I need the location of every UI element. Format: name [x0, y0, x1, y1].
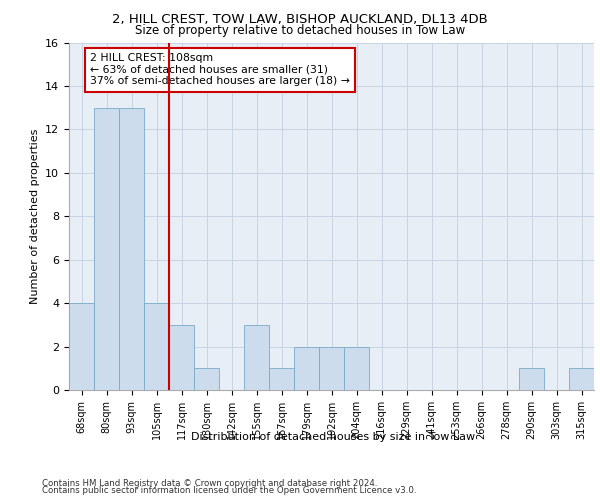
- Bar: [319, 346, 344, 390]
- Y-axis label: Number of detached properties: Number of detached properties: [29, 128, 40, 304]
- Bar: [119, 108, 144, 390]
- Text: 2, HILL CREST, TOW LAW, BISHOP AUCKLAND, DL13 4DB: 2, HILL CREST, TOW LAW, BISHOP AUCKLAND,…: [112, 12, 488, 26]
- Bar: [144, 303, 169, 390]
- Bar: [94, 108, 119, 390]
- Bar: [269, 368, 294, 390]
- Text: Distribution of detached houses by size in Tow Law: Distribution of detached houses by size …: [191, 432, 475, 442]
- Bar: [294, 346, 319, 390]
- Bar: [69, 303, 94, 390]
- Bar: [169, 325, 194, 390]
- Bar: [344, 346, 369, 390]
- Bar: [519, 368, 544, 390]
- Text: Contains public sector information licensed under the Open Government Licence v3: Contains public sector information licen…: [42, 486, 416, 495]
- Text: Size of property relative to detached houses in Tow Law: Size of property relative to detached ho…: [135, 24, 465, 37]
- Text: 2 HILL CREST: 108sqm
← 63% of detached houses are smaller (31)
37% of semi-detac: 2 HILL CREST: 108sqm ← 63% of detached h…: [90, 53, 350, 86]
- Text: Contains HM Land Registry data © Crown copyright and database right 2024.: Contains HM Land Registry data © Crown c…: [42, 478, 377, 488]
- Bar: [244, 325, 269, 390]
- Bar: [569, 368, 594, 390]
- Bar: [194, 368, 219, 390]
